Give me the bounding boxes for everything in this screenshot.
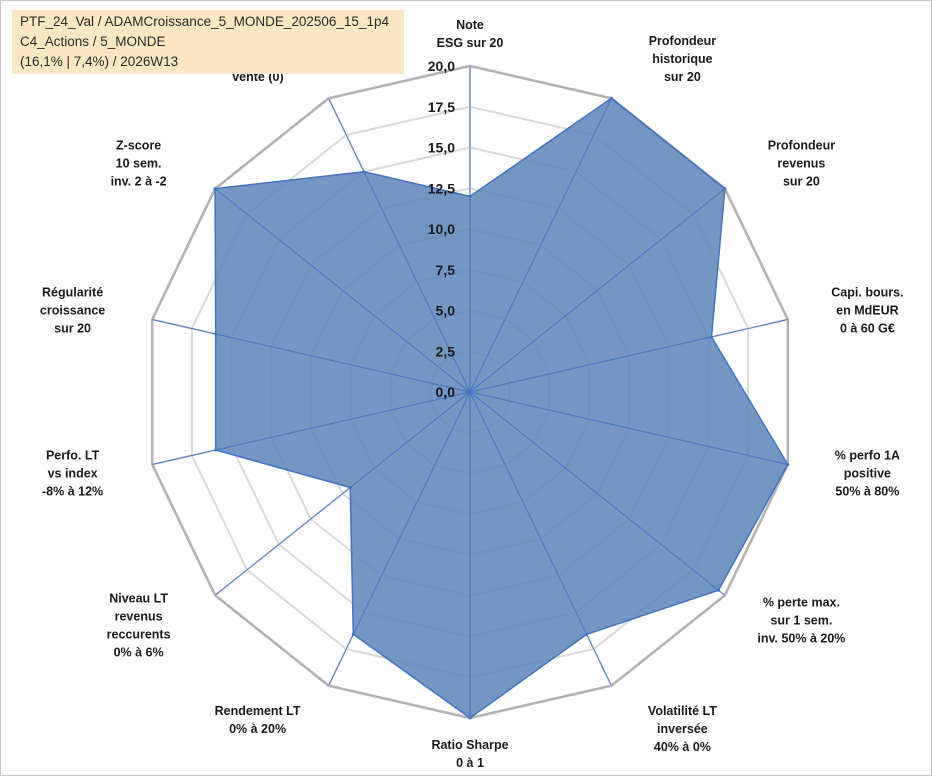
axis-label-line: inv. 2 à -2: [111, 175, 167, 189]
axis-label-1: Note ESG sur 20: [437, 18, 504, 50]
radial-tick-labels: 0,0 2,5 5,0 7,5 10,0 12,5 15,0 17,5 20,0: [428, 58, 455, 400]
axis-label-line: 0% à 20%: [229, 722, 286, 736]
axis-label-8: Ratio Sharpe 0 à 1: [431, 738, 508, 770]
tick-label: 20,0: [428, 58, 455, 74]
axis-label-line: Volatilité LT: [648, 704, 717, 718]
axis-spoke-9: [328, 391, 471, 686]
axis-spoke-2: [469, 98, 612, 393]
axis-label-3: Profondeur revenus sur 20: [768, 139, 835, 189]
tick-label: 15,0: [428, 140, 455, 156]
asset-class: C4_Actions / 5_MONDE: [20, 34, 166, 49]
axis-spoke-5: [469, 391, 788, 465]
axis-label-line: croissance: [40, 304, 105, 318]
axis-label-line: sur 1 sem.: [770, 613, 832, 627]
axis-spoke-14: [328, 98, 471, 393]
axis-label-line: en MdEUR: [836, 304, 899, 318]
axis-spoke-4: [469, 319, 788, 393]
axis-label-line: 0 à 1: [456, 756, 484, 770]
axis-spoke-7: [469, 391, 612, 686]
portfolio-info-box: PTF_24_Val / ADAMCroissance_5_MONDE_2025…: [12, 10, 404, 74]
axis-label-line: Niveau LT: [109, 591, 168, 605]
radar-series: [213, 96, 790, 720]
axis-label-line: Rendement LT: [215, 704, 301, 718]
axis-label-line: 40% à 0%: [654, 740, 711, 754]
axis-label-line: sur 20: [783, 175, 820, 189]
axis-label-line: sur 20: [54, 322, 91, 336]
axis-label-line: -8% à 12%: [42, 485, 103, 499]
axis-label-line: reccurents: [107, 627, 171, 641]
axis-label-line: % perte max.: [763, 595, 840, 609]
axis-label-line: % perfo 1A: [835, 449, 900, 463]
axis-label-line: Z-score: [116, 139, 161, 153]
axis-label-12: Régularité croissance sur 20: [40, 286, 105, 336]
tick-label: 0,0: [436, 384, 456, 400]
axis-label-11: Perfo. LT vs index -8% à 12%: [42, 449, 103, 499]
tick-label: 7,5: [436, 262, 456, 278]
radar-spokes: [152, 66, 788, 718]
axis-label-13: Z-score 10 sem. inv. 2 à -2: [111, 139, 167, 189]
axis-label-line: 50% à 80%: [835, 485, 899, 499]
series-area-1: [214, 97, 789, 719]
axis-label-line: vs index: [48, 467, 98, 481]
performance-period: (16,1% | 7,4%) / 2026W13: [20, 54, 179, 69]
axis-spoke-6: [469, 391, 726, 596]
axis-label-line: positive: [844, 467, 891, 481]
axis-label-line: Régularité: [42, 286, 103, 300]
axis-label-6: % perte max. sur 1 sem. inv. 50% à 20%: [757, 595, 845, 645]
axis-label-5: % perfo 1A positive 50% à 80%: [835, 449, 900, 499]
axis-label-line: Profondeur: [649, 34, 716, 48]
tick-label: 2,5: [436, 343, 456, 359]
axis-label-2: Profondeur historique sur 20: [649, 34, 716, 84]
axis-label-line: Perfo. LT: [46, 449, 100, 463]
axis-spoke-3: [469, 188, 726, 393]
axis-label-line: ESG sur 20: [437, 36, 504, 50]
axis-label-line: 0% à 6%: [114, 645, 164, 659]
axis-label-line: Note: [456, 18, 484, 32]
axis-spoke-10: [214, 391, 471, 596]
portfolio-name: PTF_24_Val / ADAMCroissance_5_MONDE_2025…: [20, 14, 389, 29]
axis-label-line: Profondeur: [768, 139, 835, 153]
axis-spoke-12: [152, 319, 471, 393]
axis-label-line: sur 20: [664, 70, 701, 84]
axis-label-line: Capi. bours.: [831, 286, 903, 300]
axis-label-line: historique: [652, 52, 712, 66]
axis-label-line: 10 sem.: [116, 157, 162, 171]
axis-label-line: 0 à 60 G€: [840, 322, 895, 336]
axis-label-line: inv. 50% à 20%: [757, 631, 845, 645]
axis-spoke-13: [214, 188, 471, 393]
axis-label-line: inversée: [657, 722, 708, 736]
axis-label-4: Capi. bours. en MdEUR 0 à 60 G€: [831, 286, 903, 336]
tick-label: 10,0: [428, 221, 455, 237]
tick-label: 17,5: [428, 99, 455, 115]
axis-label-7: Volatilité LT inversée 40% à 0%: [648, 704, 717, 754]
axis-spoke-11: [152, 391, 471, 465]
axis-label-9: Rendement LT 0% à 20%: [215, 704, 301, 736]
tick-label: 5,0: [436, 303, 456, 319]
axis-label-10: Niveau LT revenus reccurents 0% à 6%: [107, 591, 171, 659]
axis-label-line: revenus: [777, 157, 825, 171]
axis-label-line: Ratio Sharpe: [431, 738, 508, 752]
axis-label-line: revenus: [115, 609, 163, 623]
tick-label: 12,5: [428, 180, 455, 196]
